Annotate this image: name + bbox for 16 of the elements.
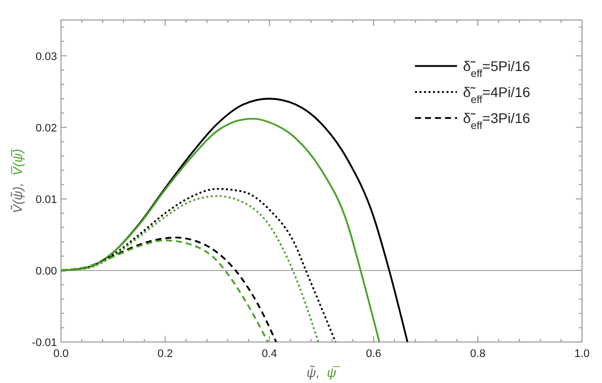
x-tick-label: 0.6 xyxy=(366,348,382,360)
y-tick-label: 0.03 xyxy=(36,50,57,63)
x-tick-label: 0.8 xyxy=(470,348,486,360)
x-tick-label: 1.0 xyxy=(574,348,590,360)
legend-label: δ̃$_{eff}$=4Pi/16 xyxy=(463,84,530,106)
y-tick-label: 0.00 xyxy=(36,265,57,278)
x-axis-title: ψ̃, ψ̅ xyxy=(306,365,340,380)
y-tick-label: 0.02 xyxy=(36,122,57,134)
x-tick-label: 0.0 xyxy=(53,348,69,360)
x-tick-label: 0.4 xyxy=(262,348,278,360)
y-axis-title: Ṽ(ψ̃), V̅(ψ̅) xyxy=(10,148,25,214)
x-tick-label: 0.2 xyxy=(158,348,173,360)
legend-label: δ̃$_{eff}$=5Pi/16 xyxy=(463,58,530,80)
y-tick-label: 0.01 xyxy=(36,194,57,206)
legend-label: δ̃$_{eff}$=3Pi/16 xyxy=(463,110,530,132)
y-tick-label: -0.01 xyxy=(32,337,57,349)
